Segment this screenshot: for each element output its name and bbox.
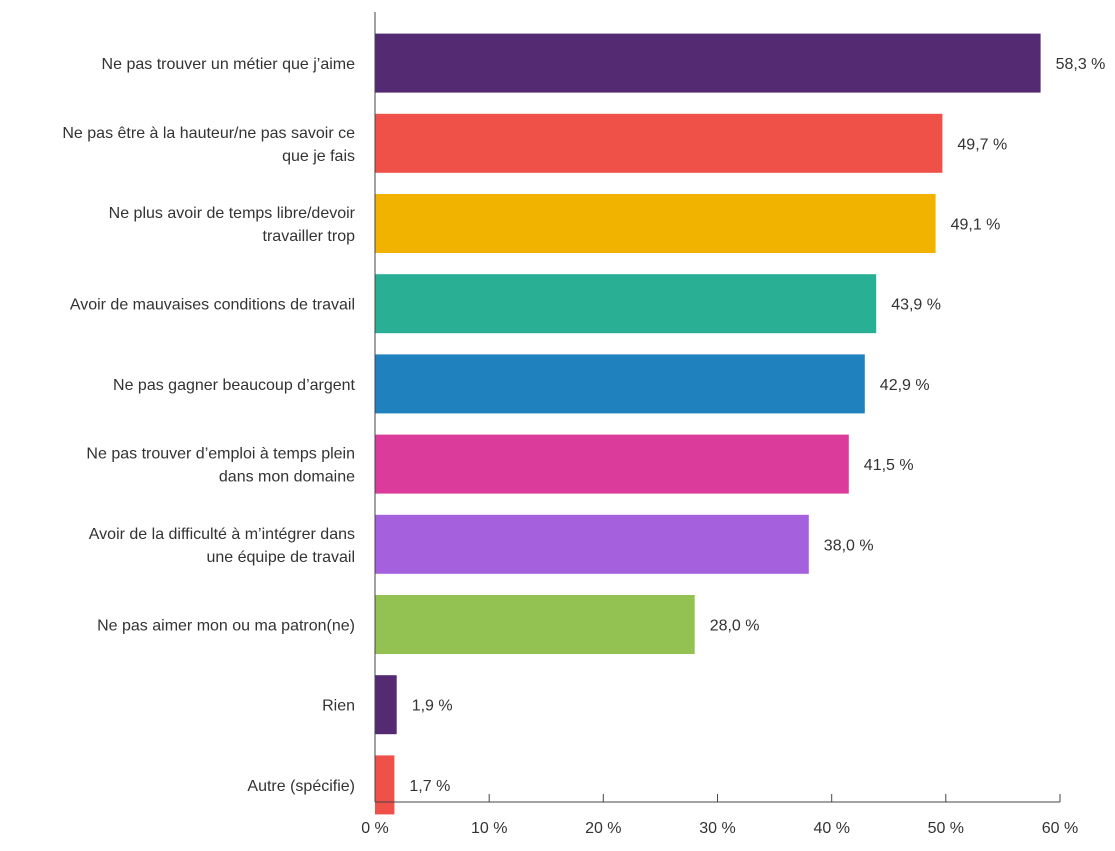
bar-5 [375,354,865,414]
category-label-4: Avoir de mauvaises conditions de travail [70,297,355,314]
category-label-2: Ne pas être à la hauteur/ne pas savoir c… [62,125,355,165]
bar-4 [375,274,877,334]
category-label-8: Ne pas aimer mon ou ma patron(ne) [97,618,355,635]
bar-1 [375,33,1041,93]
bar-value-label-3: 49,1 % [951,217,1001,234]
bar-7 [375,514,809,574]
category-label-3: Ne plus avoir de temps libre/devoir trava… [109,205,356,245]
bar-value-label-9: 1,9 % [412,698,453,715]
x-tick-label-60: 60 % [1042,820,1078,837]
bars-layer [375,33,1041,815]
bar-value-label-6: 41,5 % [864,457,914,474]
category-label-1: Ne pas trouver un métier que j’aime [102,56,356,73]
bar-2 [375,113,943,173]
category-label-6: Ne pas trouver d’emploi à temps plein dan… [86,446,355,486]
x-tick-label-50: 50 % [928,820,964,837]
bar-value-label-5: 42,9 % [880,377,930,394]
bar-6 [375,434,849,494]
category-label-9: Rien [322,698,355,715]
bar-value-label-7: 38,0 % [824,537,874,554]
x-tick-label-10: 10 % [471,820,507,837]
bar-8 [375,595,695,654]
x-tick-label-30: 30 % [699,820,735,837]
x-tick-label-20: 20 % [585,820,621,837]
bar-value-label-10: 1,7 % [409,778,450,795]
bar-10 [375,755,395,815]
bar-value-label-2: 49,7 % [957,136,1007,153]
bar-3 [375,194,936,253]
bar-9 [375,675,397,735]
value-labels-layer: 58,3 % 49,7 % 49,1 % 43,9 % 42,9 % 41,5 % 38,0… [409,56,1105,795]
x-tick-label-0: 0 % [361,820,389,837]
bar-value-label-8: 28,0 % [710,618,760,635]
category-label-10: Autre (spécifie) [247,778,355,795]
bar-value-label-4: 43,9 % [891,297,941,314]
x-tick-label-40: 40 % [813,820,849,837]
bar-value-label-1: 58,3 % [1056,56,1106,73]
category-label-5: Ne pas gagner beaucoup d’argent [113,377,356,394]
category-labels-layer: Ne pas trouver un métier que j’aime Ne pa… [62,56,355,795]
category-label-7: Avoir de la difficulté à m’intégrer dans… [89,526,355,566]
x-ticks-layer: 0 % 10 % 20 % 30 % 40 % 50 % 60 % [361,794,1078,837]
